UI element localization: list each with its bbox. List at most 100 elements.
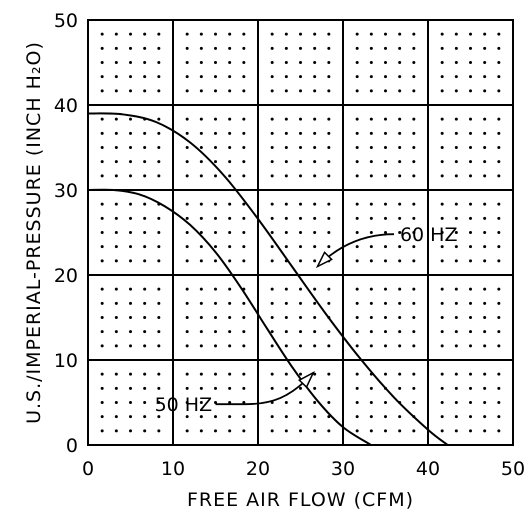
grid-dot — [440, 316, 444, 319]
grid-dot — [270, 131, 274, 135]
grid-dot — [100, 231, 104, 234]
grid-dot — [369, 231, 373, 234]
grid-dot — [440, 174, 444, 178]
grid-dot — [454, 316, 458, 319]
grid-dot — [185, 131, 189, 135]
grid-dot — [284, 202, 288, 206]
grid-dot — [327, 372, 331, 376]
grid-dot — [284, 372, 288, 376]
grid-dot — [299, 32, 302, 36]
grid-dot — [242, 146, 246, 149]
grid-dot — [355, 401, 359, 404]
grid-dot — [398, 75, 402, 79]
grid-dot — [497, 216, 501, 220]
grid-dot — [299, 372, 302, 376]
grid-dot — [440, 287, 444, 291]
grid-dot — [270, 245, 274, 249]
grid-dot — [469, 75, 472, 79]
grid-dot — [299, 202, 302, 206]
grid-dot — [440, 429, 444, 433]
grid-dot — [299, 386, 302, 390]
grid-dot — [284, 89, 288, 93]
grid-dot — [157, 174, 161, 178]
grid-dot — [228, 160, 232, 164]
grid-dot — [440, 46, 444, 50]
grid-dot — [214, 386, 217, 390]
grid-dot — [355, 160, 359, 164]
grid-dot — [284, 231, 288, 234]
grid-dot — [327, 174, 331, 178]
grid-dot — [355, 216, 359, 220]
grid-dot — [284, 46, 288, 50]
grid-dot — [270, 174, 274, 178]
grid-dot — [214, 117, 217, 121]
grid-dot — [313, 202, 317, 206]
grid-dot — [284, 117, 288, 121]
grid-dot — [299, 231, 302, 234]
grid-dot — [412, 386, 416, 390]
grid-dot — [114, 75, 118, 79]
grid-dot — [114, 415, 118, 419]
grid-dot — [483, 46, 487, 50]
grid-dot — [299, 330, 302, 334]
grid-dot — [369, 245, 373, 249]
grid-dot — [143, 202, 147, 206]
grid-dot — [114, 429, 118, 433]
grid-dot — [440, 415, 444, 419]
grid-dot — [242, 89, 246, 93]
grid-dot — [369, 301, 373, 305]
grid-dot — [129, 344, 132, 348]
grid-dot — [270, 344, 274, 348]
grid-dot — [327, 429, 331, 433]
grid-dot — [355, 61, 359, 64]
grid-dot — [114, 160, 118, 164]
grid-dot — [412, 344, 416, 348]
grid-dot — [214, 202, 217, 206]
grid-dot — [412, 372, 416, 376]
grid-dot — [214, 372, 217, 376]
annotation-arrowhead-60hz — [315, 251, 333, 269]
grid-dot — [469, 259, 472, 263]
grid-dot — [114, 32, 118, 36]
grid-dot — [242, 131, 246, 135]
grid-dot — [313, 401, 317, 404]
grid-dot — [185, 202, 189, 206]
grid-dot — [384, 415, 387, 419]
grid-dot — [199, 61, 203, 64]
grid-dot — [313, 259, 317, 263]
grid-dot — [100, 75, 104, 79]
grid-dot — [483, 89, 487, 93]
grid-dot — [299, 174, 302, 178]
grid-dot — [412, 330, 416, 334]
grid-dot — [129, 231, 132, 234]
grid-dot — [412, 89, 416, 93]
grid-dot — [369, 429, 373, 433]
grid-dot — [129, 89, 132, 93]
grid-dot — [398, 259, 402, 263]
grid-dot — [185, 401, 189, 404]
grid-dot — [185, 117, 189, 121]
grid-dot — [299, 89, 302, 93]
grid-dot — [114, 386, 118, 390]
grid-dot — [242, 386, 246, 390]
grid-dot — [100, 401, 104, 404]
grid-dot — [412, 401, 416, 404]
grid-dot — [355, 245, 359, 249]
grid-dot — [129, 160, 132, 164]
grid-dot — [214, 415, 217, 419]
grid-dot — [284, 401, 288, 404]
grid-dot — [440, 202, 444, 206]
grid-dot — [369, 401, 373, 404]
grid-dot — [483, 386, 487, 390]
grid-dot — [143, 372, 147, 376]
x-tick-label: 30 — [331, 458, 355, 480]
grid-dot — [299, 61, 302, 64]
grid-dot — [469, 89, 472, 93]
grid-dot — [157, 32, 161, 36]
grid-dot — [440, 344, 444, 348]
grid-dot — [129, 316, 132, 319]
grid-dot — [327, 32, 331, 36]
grid-dot — [157, 117, 161, 121]
grid-dot — [284, 330, 288, 334]
grid-dot — [100, 174, 104, 178]
